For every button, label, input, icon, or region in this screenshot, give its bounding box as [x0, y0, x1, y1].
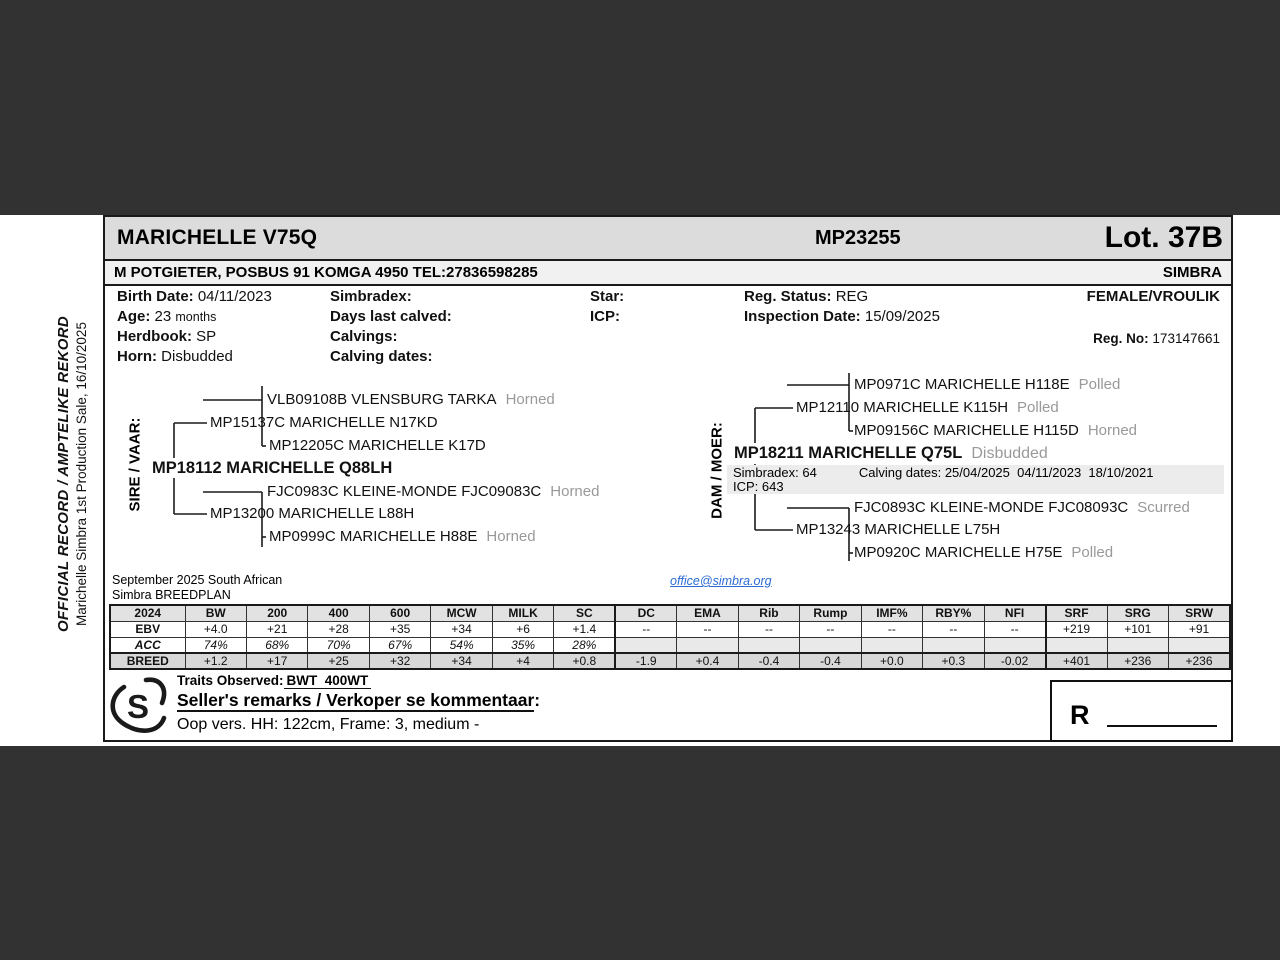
catalog-page: OFFICIAL RECORD / AMPTELIKE REKORD Maric…: [0, 215, 1280, 746]
seller-remarks-heading: Seller's remarks / Verkoper se kommentaa…: [177, 690, 541, 712]
sire-name: MP18112 MARICHELLE Q88LH: [149, 458, 396, 478]
animal-name: MARICHELLE V75Q: [117, 226, 318, 249]
sire-parent-1: MP15137C MARICHELLE N17KD: [210, 414, 438, 431]
dam-grandparent-1: MP0971C MARICHELLE H118E Polled: [854, 376, 1121, 393]
dam-simbradex: Simbradex: 64: [733, 465, 817, 480]
title-bar: MARICHELLE V75Q MP23255 Lot. 37B: [105, 217, 1231, 261]
calving-dates-label: Calving dates:: [330, 348, 433, 365]
days-last-calved-label: Days last calved:: [330, 308, 452, 325]
simbra-s-logo-icon: S: [110, 677, 167, 733]
sire-tree-label: SIRE / VAAR:: [126, 417, 144, 512]
sire-grandparent-4: MP0999C MARICHELLE H88E Horned: [269, 528, 536, 545]
sire-grandparent-2: MP12205C MARICHELLE K17D: [269, 437, 486, 454]
price-blank-line: [1107, 725, 1217, 727]
breedplan-table: 2024 BW 200 400 600 MCW MILK SC DC EMA R…: [109, 604, 1231, 670]
table-row-acc: ACC 74% 68% 70% 67% 54% 35% 28%: [109, 636, 1231, 654]
sire-grandparent-1: VLB09108B VLENSBURG TARKA Horned: [267, 391, 555, 408]
herdbook: Herdbook: SP: [117, 328, 217, 345]
breed-name: SIMBRA: [1162, 264, 1222, 281]
icp-label: ICP:: [590, 308, 620, 325]
sire-parent-2: MP13200 MARICHELLE L88H: [210, 505, 415, 522]
reg-no: Reg. No: 173147661: [1093, 331, 1220, 346]
dam-tree-label: DAM / MOER:: [708, 422, 726, 519]
traits-observed-value: BWT 400WT: [283, 673, 372, 689]
official-record-side-label: OFFICIAL RECORD / AMPTELIKE REKORD Maric…: [55, 294, 99, 654]
simbra-email-link[interactable]: office@simbra.org: [670, 574, 772, 588]
dam-parent-2: MP13243 MARICHELLE L75H: [796, 521, 1001, 538]
table-header-row: 2024 BW 200 400 600 MCW MILK SC DC EMA R…: [109, 604, 1231, 622]
price-currency-prefix: R: [1070, 700, 1090, 730]
birth-date: Birth Date: 04/11/2023: [117, 288, 272, 305]
star-label: Star:: [590, 288, 625, 305]
dam-icp: ICP: 643: [733, 479, 784, 494]
sale-name-text: Marichelle Simbra 1st Production Sale, 1…: [74, 322, 89, 626]
dam-grandparent-2: MP09156C MARICHELLE H115D Horned: [854, 422, 1138, 439]
sex-label: FEMALE/VROULIK: [1086, 288, 1220, 305]
dam-name: MP18211 MARICHELLE Q75L Disbudded: [731, 443, 1051, 464]
owner-contact: M POTGIETER, POSBUS 91 KOMGA 4950 TEL:27…: [114, 264, 538, 281]
animal-id: MP23255: [815, 226, 901, 249]
breedplan-source: September 2025 South African Simbra BREE…: [112, 573, 283, 602]
table-row-breed-avg: BREED +1.2 +17 +25 +32 +34 +4 +0.8 -1.9 …: [109, 652, 1231, 670]
inspection-date: Inspection Date: 15/09/2025: [744, 308, 940, 325]
sire-grandparent-3: FJC0983C KLEINE-MONDE FJC09083C Horned: [267, 483, 600, 500]
dam-calving-dates: Calving dates: 25/04/2025 04/11/2023 18/…: [858, 465, 1154, 480]
seller-remarks-text: Oop vers. HH: 122cm, Frame: 3, medium -: [177, 716, 480, 733]
calvings-label: Calvings:: [330, 328, 398, 345]
reg-status: Reg. Status: REG: [744, 288, 869, 305]
animal-record-card: MARICHELLE V75Q MP23255 Lot. 37B M POTGI…: [103, 215, 1233, 742]
dam-grandparent-4: MP0920C MARICHELLE H75E Polled: [854, 544, 1114, 561]
age: Age: 23 months: [117, 308, 217, 325]
price-box: R: [1050, 680, 1233, 742]
table-row-ebv: EBV +4.0 +21 +28 +35 +34 +6 +1.4 -- -- -…: [109, 620, 1231, 638]
dam-grandparent-3: FJC0893C KLEINE-MONDE FJC08093C Scurred: [854, 499, 1190, 516]
dam-production-info: Simbradex: 64 Calving dates: 25/04/2025 0…: [727, 465, 1224, 494]
svg-text:S: S: [127, 688, 149, 725]
owner-bar: M POTGIETER, POSBUS 91 KOMGA 4950 TEL:27…: [105, 261, 1231, 286]
dam-parent-1: MP12110 MARICHELLE K115H Polled: [796, 399, 1059, 416]
traits-observed: Traits Observed: BWT 400WT: [177, 673, 372, 689]
lot-number: Lot. 37B: [1104, 221, 1223, 254]
horn-status: Horn: Disbudded: [117, 348, 233, 365]
official-record-text: OFFICIAL RECORD / AMPTELIKE REKORD: [55, 315, 72, 633]
simbradex-label: Simbradex:: [330, 288, 412, 305]
